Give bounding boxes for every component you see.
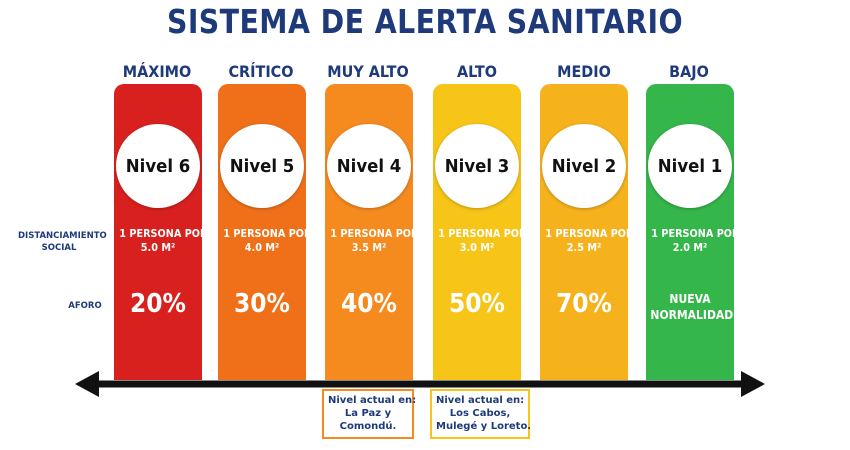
aforo-line1: NUEVA (669, 292, 711, 306)
level-name-bajo: BAJO (669, 62, 709, 81)
distanciamiento-value: 1 PERSONA POR 4.0 M² (223, 227, 312, 255)
row-label-distanciamiento: DISTANCIAMIENTO SOCIAL (18, 230, 107, 254)
note-heading: Nivel actual en: (436, 395, 525, 406)
level-badge: Nivel 3 (435, 124, 519, 208)
current-level-note-nivel-3: Nivel actual en: Los Cabos, Mulegé y Lor… (430, 389, 532, 439)
distanciamiento-value: 1 PERSONA POR 2.0 M² (651, 227, 740, 255)
distanciamiento-value: 1 PERSONA POR 2.5 M² (545, 227, 634, 255)
level-column-nivel-3: Nivel 3 1 PERSONA POR 3.0 M² 50% (433, 84, 527, 380)
aforo-value: 70% (555, 289, 612, 319)
distanciamiento-line1: 1 PERSONA POR (438, 227, 527, 240)
distanciamiento-line1: 1 PERSONA POR (330, 227, 419, 240)
distanciamiento-line1: 1 PERSONA POR (545, 227, 634, 240)
row-label-distanciamiento-line1: DISTANCIAMIENTO (18, 231, 107, 241)
current-level-note-nivel-4: Nivel actual en: La Paz y Comondú. (322, 389, 417, 439)
level-badge: Nivel 2 (542, 124, 626, 208)
distanciamiento-line1: 1 PERSONA POR (223, 227, 312, 240)
level-badge-label: Nivel 6 (125, 155, 191, 177)
row-label-distanciamiento-line2: SOCIAL (41, 243, 77, 253)
level-badge-label: Nivel 2 (551, 155, 617, 177)
distanciamiento-line2: 3.0 M² (459, 241, 495, 254)
note-line: La Paz y (344, 408, 392, 419)
level-name-maximo: MÁXIMO (122, 62, 192, 81)
distanciamiento-value: 1 PERSONA POR 5.0 M² (119, 227, 208, 255)
level-name-alto: ALTO (456, 62, 497, 81)
row-label-aforo: AFORO (68, 301, 102, 311)
level-badge-label: Nivel 3 (444, 155, 510, 177)
note-heading: Nivel actual en: (328, 395, 417, 406)
level-column-nivel-4: Nivel 4 1 PERSONA POR 3.5 M² 40% (325, 84, 419, 380)
level-column-nivel-1: Nivel 1 1 PERSONA POR 2.0 M² NUEVA NORMA… (646, 84, 740, 380)
distanciamiento-value: 1 PERSONA POR 3.5 M² (330, 227, 419, 255)
level-column-nivel-6: Nivel 6 1 PERSONA POR 5.0 M² 20% (114, 84, 208, 380)
distanciamiento-line2: 2.0 M² (672, 241, 708, 254)
page-title: SISTEMA DE ALERTA SANITARIO (166, 2, 684, 41)
level-badge-label: Nivel 1 (657, 155, 723, 177)
aforo-value: 30% (233, 289, 290, 319)
distanciamiento-line2: 4.0 M² (244, 241, 280, 254)
distanciamiento-line2: 2.5 M² (566, 241, 602, 254)
aforo-value: 50% (448, 289, 505, 319)
level-badge: Nivel 5 (220, 124, 304, 208)
note-line: Mulegé y Loreto. (436, 421, 532, 432)
double-arrow-icon (75, 371, 765, 397)
level-name-muy-alto: MUY ALTO (327, 62, 409, 81)
level-badge: Nivel 4 (327, 124, 411, 208)
distanciamiento-line1: 1 PERSONA POR (651, 227, 740, 240)
level-badge: Nivel 6 (116, 124, 200, 208)
aforo-line2: NORMALIDAD (650, 308, 734, 322)
distanciamiento-line1: 1 PERSONA POR (119, 227, 208, 240)
aforo-value: NUEVA NORMALIDAD (650, 291, 734, 323)
level-name-medio: MEDIO (557, 62, 611, 81)
note-line: Comondú. (339, 421, 397, 432)
level-column-nivel-2: Nivel 2 1 PERSONA POR 2.5 M² 70% (540, 84, 634, 380)
level-name-critico: CRÍTICO (228, 62, 294, 81)
aforo-value: 20% (129, 289, 186, 319)
distanciamiento-line2: 3.5 M² (351, 241, 387, 254)
distanciamiento-value: 1 PERSONA POR 3.0 M² (438, 227, 527, 255)
level-column-nivel-5: Nivel 5 1 PERSONA POR 4.0 M² 30% (218, 84, 312, 380)
distanciamiento-line2: 5.0 M² (140, 241, 176, 254)
level-badge: Nivel 1 (648, 124, 732, 208)
aforo-value: 40% (340, 289, 397, 319)
level-badge-label: Nivel 5 (229, 155, 295, 177)
level-badge-label: Nivel 4 (336, 155, 402, 177)
note-line: Los Cabos, (449, 408, 511, 419)
